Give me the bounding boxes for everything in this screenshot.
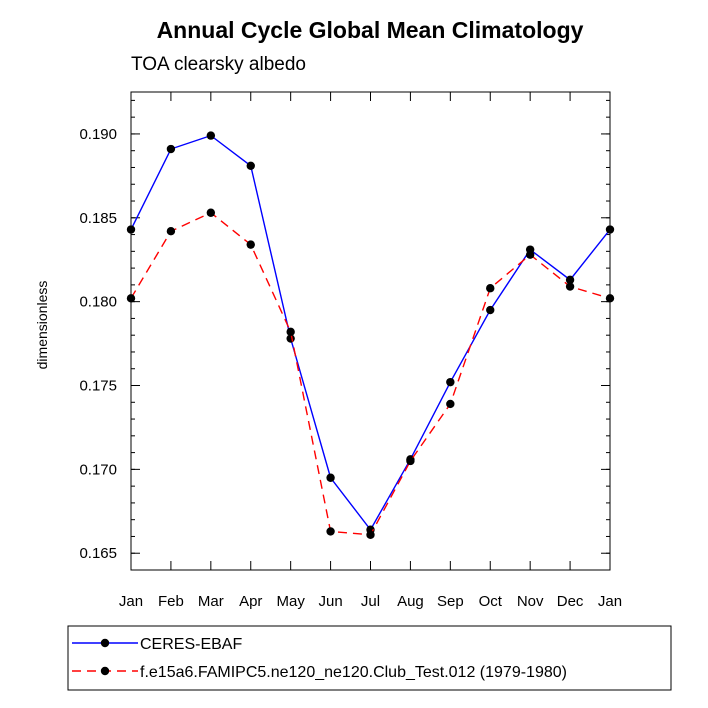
legend-marker-1 bbox=[100, 638, 110, 648]
series-line-2 bbox=[130, 211, 611, 536]
series-1-point bbox=[486, 305, 495, 315]
series-1-point bbox=[126, 225, 136, 234]
legend: CERES-EBAF f.e15a6.FAMIPC5.ne120_ne120.Cl… bbox=[72, 636, 567, 681]
legend-box bbox=[67, 625, 672, 691]
series-2-point bbox=[366, 530, 375, 539]
series-2-point bbox=[525, 250, 535, 259]
y-tick-label: 0.180 bbox=[79, 294, 117, 311]
series-2-point bbox=[486, 284, 495, 293]
series-1-point bbox=[326, 473, 335, 482]
plot-frame bbox=[130, 91, 611, 571]
plot-series bbox=[126, 131, 615, 539]
chart-title: Annual Cycle Global Mean Climatology bbox=[157, 17, 584, 43]
x-tick-label: Feb bbox=[158, 593, 184, 610]
x-tick-label: May bbox=[276, 593, 305, 610]
y-tick-label: 0.170 bbox=[79, 461, 117, 478]
x-tick-label: Sep bbox=[437, 593, 464, 610]
series-1-point bbox=[565, 275, 575, 285]
series-1-point bbox=[446, 377, 455, 387]
series-2-point bbox=[446, 399, 455, 409]
x-tick-label: Aug bbox=[397, 593, 424, 610]
legend-label-2: f.e15a6.FAMIPC5.ne120_ne120.Club_Test.01… bbox=[140, 664, 567, 681]
series-2-point bbox=[565, 282, 575, 291]
series-2-point bbox=[406, 456, 415, 466]
series-2-point bbox=[126, 294, 136, 303]
x-tick-label: Jun bbox=[318, 593, 342, 610]
x-tick-label: Jul bbox=[361, 593, 380, 610]
y-tick-label: 0.175 bbox=[79, 378, 117, 395]
series-1-point bbox=[246, 161, 255, 170]
series-2-point bbox=[605, 294, 615, 303]
x-tick-label: Dec bbox=[557, 593, 584, 610]
series-2-point bbox=[246, 240, 255, 249]
legend-label-1: CERES-EBAF bbox=[140, 636, 242, 653]
chart-subtitle: TOA clearsky albedo bbox=[131, 54, 306, 75]
series-2-point bbox=[326, 527, 335, 536]
x-tick-label: Jan bbox=[598, 593, 622, 610]
series-1-point bbox=[605, 225, 615, 234]
y-tick-label: 0.190 bbox=[79, 126, 117, 143]
axis-ticks: Jan Feb Mar Apr May Jun Jul Aug Sep Oct Nov Dec Jan 0… bbox=[79, 92, 622, 610]
series-1-point bbox=[206, 131, 216, 140]
series-2-point bbox=[286, 327, 295, 337]
y-tick-label: 0.165 bbox=[79, 545, 117, 562]
series-line-1 bbox=[130, 134, 611, 532]
series-2-point bbox=[206, 208, 216, 217]
series-2-point bbox=[166, 227, 176, 236]
y-tick-label: 0.185 bbox=[79, 210, 117, 227]
x-tick-label: Nov bbox=[517, 593, 544, 610]
x-tick-label: Oct bbox=[479, 593, 503, 610]
y-axis-label: dimensionless bbox=[34, 281, 50, 370]
x-tick-label: Jan bbox=[119, 593, 143, 610]
x-tick-label: Apr bbox=[239, 593, 262, 610]
x-tick-label: Mar bbox=[198, 593, 224, 610]
series-1-point bbox=[166, 144, 176, 154]
legend-marker-2 bbox=[100, 666, 110, 676]
